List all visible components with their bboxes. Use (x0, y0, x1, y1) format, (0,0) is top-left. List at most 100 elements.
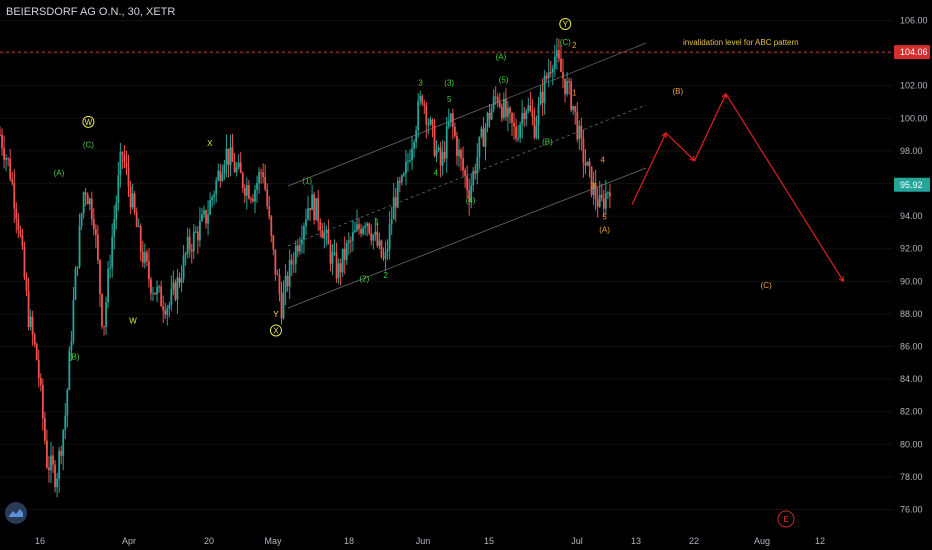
candle-body (496, 96, 499, 102)
wave-label: 5 (602, 212, 607, 221)
candle-body (307, 208, 309, 220)
candle-body (570, 81, 573, 110)
candle-body (262, 172, 265, 178)
time-tick-label: 15 (484, 536, 494, 546)
candle-body (78, 225, 81, 267)
wave-label: 3 (418, 79, 423, 88)
candle-body (172, 282, 175, 290)
candle-body (500, 106, 503, 118)
invalidation-price-badge[interactable] (894, 45, 930, 60)
channel-upper-line (287, 42, 647, 187)
candle-body (99, 260, 101, 295)
price-tick-label: 100.00 (900, 113, 928, 123)
candle-body (117, 175, 120, 203)
candle-body (180, 278, 183, 283)
current-price-badge[interactable] (894, 177, 930, 192)
candle-body (415, 130, 418, 143)
event-marker-circle[interactable] (777, 510, 795, 528)
wave-label: (B) (69, 353, 80, 362)
candle-body (227, 148, 230, 166)
time-axis[interactable]: 16 Apr 20 May 18 Jun 15 Jul 13 22 Aug 12 (35, 536, 825, 546)
symbol-title[interactable]: BEIERSDORF AG O.N., 30, XETR (6, 6, 176, 18)
candle-body (54, 464, 56, 488)
candle-body (531, 111, 534, 117)
candle-body (419, 95, 422, 102)
candle-body (133, 193, 136, 213)
candle-body (582, 138, 585, 164)
candle-body (606, 192, 609, 194)
candle-body (121, 152, 124, 155)
candle-body (31, 316, 34, 335)
candle-body (270, 216, 273, 236)
candle-body (254, 189, 256, 202)
candle-body (164, 310, 167, 315)
candle-body (313, 194, 316, 221)
candle-body (378, 240, 381, 246)
candle-body (17, 219, 20, 230)
candle-body (231, 147, 234, 162)
candle-body (70, 341, 73, 351)
wave-label: 2 (572, 41, 577, 50)
candle-body (229, 147, 232, 166)
wave-label: (B) (542, 137, 553, 146)
candle-body (152, 292, 154, 294)
candle-body (331, 252, 334, 264)
event-marker[interactable]: E (777, 510, 795, 528)
price-axis[interactable]: 106.00104.00102.00100.0098.0096.0094.009… (893, 0, 932, 550)
candle-body (178, 277, 181, 283)
candle-body (111, 236, 114, 268)
candle-body (294, 245, 297, 264)
candle-body (241, 173, 244, 189)
candle-body (537, 104, 540, 126)
candle-body (215, 180, 218, 195)
candle-body (588, 161, 591, 167)
candle-body (541, 91, 544, 104)
price-tick-label: 76.00 (900, 505, 923, 515)
candle-body (578, 125, 581, 140)
candle-body (405, 161, 407, 174)
candle-body (288, 259, 291, 287)
time-tick-label: Jul (571, 536, 583, 546)
candle-body (566, 81, 568, 94)
candle-body (211, 197, 214, 201)
candle-body (429, 119, 432, 125)
candle-body (345, 242, 348, 260)
wave-label: 4 (434, 168, 439, 177)
candle-body (492, 96, 495, 110)
candle-body (88, 198, 91, 205)
candle-body (590, 166, 593, 195)
wave-labels: (A)(C)W(B)WXYX(1)(2)1234(3)5(4)(5)(A)(B)… (54, 18, 772, 362)
price-tick-label: 82.00 (900, 407, 923, 417)
candle-body (284, 275, 287, 292)
candle-body (184, 253, 187, 256)
candle-body (441, 151, 444, 166)
candle-body (278, 275, 281, 294)
candle-body (50, 455, 52, 471)
candle-body (439, 147, 442, 166)
candle-body (203, 210, 205, 215)
wave-label: (C) (761, 281, 772, 290)
time-tick-label: 22 (689, 536, 699, 546)
price-tick-label: 86.00 (900, 342, 923, 352)
candle-body (392, 197, 395, 220)
candlestick-series (0, 37, 611, 498)
candle-body (15, 208, 18, 220)
candle-body (447, 122, 450, 127)
candle-body (217, 170, 220, 181)
candle-body (468, 189, 471, 203)
candle-body (325, 229, 328, 233)
candle-body (511, 113, 513, 123)
candle-body (453, 126, 456, 136)
candle-body (443, 151, 446, 159)
tradingview-logo-icon[interactable] (5, 502, 27, 524)
candle-body (280, 293, 283, 319)
candle-body (460, 150, 462, 159)
candle-body (11, 179, 14, 183)
candle-body (1, 134, 3, 149)
candle-body (127, 167, 130, 187)
candle-body (555, 50, 558, 57)
candle-body (292, 263, 295, 265)
price-tick-label: 80.00 (900, 439, 923, 449)
candle-body (521, 112, 524, 125)
